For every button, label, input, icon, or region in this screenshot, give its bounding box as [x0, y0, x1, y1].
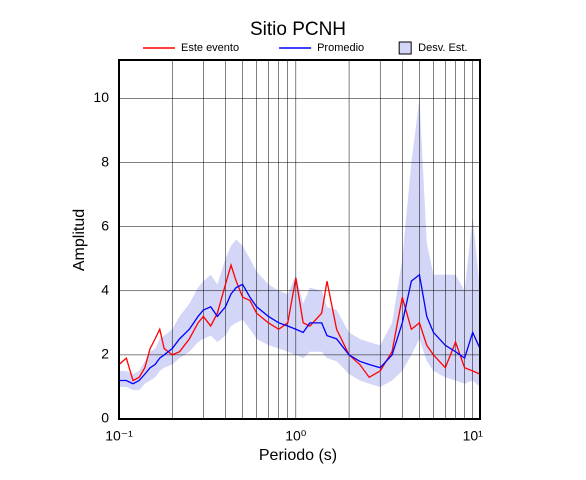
y-tick-label: 6 — [101, 217, 109, 233]
y-tick-label: 10 — [93, 89, 109, 105]
x-tick-label: 10¹ — [463, 428, 484, 444]
chart-title: Sitio PCNH — [250, 19, 346, 40]
series-line — [118, 262, 481, 382]
x-tick-label: 10⁻¹ — [105, 428, 133, 444]
legend-label: Este evento — [181, 42, 239, 54]
y-axis-label: Amplitud — [71, 209, 88, 271]
legend-label: Desv. Est. — [418, 42, 467, 54]
y-tick-label: 4 — [101, 281, 109, 297]
std-band — [119, 98, 480, 391]
x-axis-label: Periodo (s) — [259, 447, 337, 464]
y-tick-label: 8 — [101, 153, 109, 169]
legend-label: Promedio — [317, 42, 364, 54]
plot-frame — [118, 59, 481, 420]
y-tick-label: 2 — [101, 346, 109, 362]
series-line — [119, 273, 481, 385]
legend-swatch — [398, 41, 412, 55]
y-tick-label: 0 — [101, 410, 109, 426]
x-tick-label: 10⁰ — [285, 428, 307, 444]
